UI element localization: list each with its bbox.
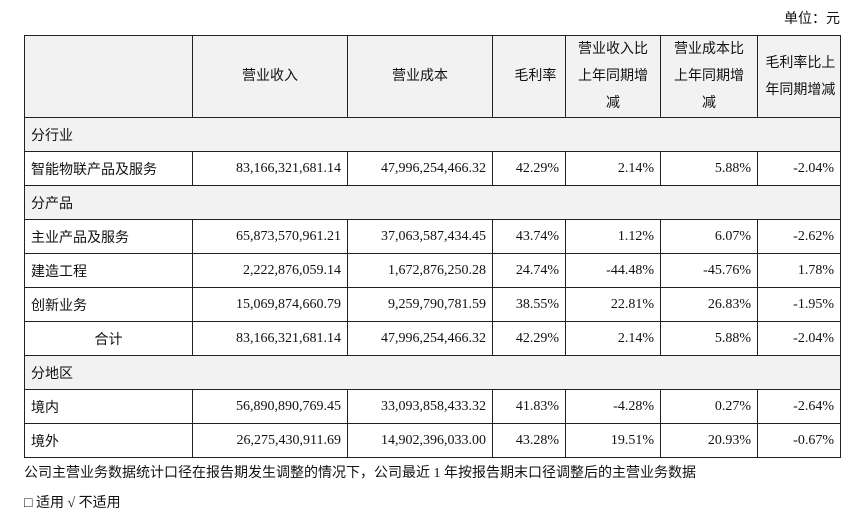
note: 公司主营业务数据统计口径在报告期发生调整的情况下，公司最近 1 年按报告期末口径…: [24, 466, 696, 481]
value-cell: 38.55%: [492, 287, 566, 322]
value-cell: 47,996,254,466.32: [347, 151, 493, 186]
value-cell: 6.07%: [660, 219, 758, 254]
value-cell: 56,890,890,769.45: [192, 389, 348, 424]
section-label: 分行业: [24, 117, 841, 152]
section-label: 分产品: [24, 185, 841, 220]
value-cell: 37,063,587,434.45: [347, 219, 493, 254]
value-cell: -0.67%: [757, 423, 841, 458]
data-row: 境外 26,275,430,911.69 14,902,396,033.00 43.2…: [24, 423, 841, 458]
value-cell: 26,275,430,911.69: [192, 423, 348, 458]
value-cell: 2.14%: [565, 151, 661, 186]
data-row: 境内 56,890,890,769.45 33,093,858,433.32 41.8…: [24, 389, 841, 424]
row-label: 合计: [24, 321, 193, 356]
value-cell: -44.48%: [565, 253, 661, 288]
section-row: 分产品: [24, 185, 841, 220]
value-cell: 42.29%: [492, 321, 566, 356]
value-cell: 33,093,858,433.32: [347, 389, 493, 424]
value-cell: -2.62%: [757, 219, 841, 254]
value-cell: -4.28%: [565, 389, 661, 424]
row-label: 主业产品及服务: [24, 219, 193, 254]
header-cell: 毛利率: [492, 35, 566, 118]
value-cell: 83,166,321,681.14: [192, 321, 348, 356]
value-cell: 43.28%: [492, 423, 566, 458]
value-cell: 14,902,396,033.00: [347, 423, 493, 458]
header-text: 毛利率比上年同期增减: [765, 55, 836, 98]
data-row: 创新业务 15,069,874,660.79 9,259,790,781.59 38.…: [24, 287, 841, 322]
header-cell: 毛利率比上年同期增减: [757, 35, 841, 118]
value-cell: 1.78%: [757, 253, 841, 288]
value-cell: 15,069,874,660.79: [192, 287, 348, 322]
data-row: 智能物联产品及服务 83,166,321,681.14 47,996,254,466…: [24, 151, 841, 186]
data-row: 建造工程 2,222,876,059.14 1,672,876,250.28 24.7…: [24, 253, 841, 288]
value-cell: 83,166,321,681.14: [192, 151, 348, 186]
value-cell: 2.14%: [565, 321, 661, 356]
section-label: 分地区: [24, 355, 841, 390]
value-cell: -45.76%: [660, 253, 758, 288]
value-cell: 22.81%: [565, 287, 661, 322]
header-cell: [24, 35, 193, 118]
header-text: 营业成本: [391, 69, 448, 84]
row-label: 创新业务: [24, 287, 193, 322]
row-label: 智能物联产品及服务: [24, 151, 193, 186]
value-cell: 47,996,254,466.32: [347, 321, 493, 356]
value-cell: 1,672,876,250.28: [347, 253, 493, 288]
data-row: 主业产品及服务 65,873,570,961.21 37,063,587,434.4…: [24, 219, 841, 254]
value-cell: 41.83%: [492, 389, 566, 424]
section-row: 分地区: [24, 355, 841, 390]
header-cell: 营业成本比上年同期增减: [660, 35, 758, 118]
header-cell: 营业收入: [192, 35, 348, 118]
value-cell: 2,222,876,059.14: [192, 253, 348, 288]
value-cell: -2.64%: [757, 389, 841, 424]
value-cell: 20.93%: [660, 423, 758, 458]
value-cell: 24.74%: [492, 253, 566, 288]
value-cell: 1.12%: [565, 219, 661, 254]
section-row: 分行业: [24, 117, 841, 152]
row-label: 境内: [24, 389, 193, 424]
value-cell: 0.27%: [660, 389, 758, 424]
value-cell: -2.04%: [757, 321, 841, 356]
header-text: 毛利率: [514, 69, 557, 84]
value-cell: 65,873,570,961.21: [192, 219, 348, 254]
value-cell: 9,259,790,781.59: [347, 287, 493, 322]
header-cell: 营业成本: [347, 35, 493, 118]
header-text: 营业收入比上年同期增减: [577, 42, 648, 111]
value-cell: 5.88%: [660, 151, 758, 186]
value-cell: 5.88%: [660, 321, 758, 356]
row-label: 境外: [24, 423, 193, 458]
header-text: 营业收入: [241, 69, 298, 84]
revenue-table: 营业收入 营业成本 毛利率 营业收入比上年同期增减 营业成本比上年同期增减 毛利率比上年同…: [24, 35, 841, 458]
value-cell: 19.51%: [565, 423, 661, 458]
value-cell: 43.74%: [492, 219, 566, 254]
options: □ 适用 √ 不适用: [24, 496, 121, 511]
value-cell: 42.29%: [492, 151, 566, 186]
row-label: 建造工程: [24, 253, 193, 288]
header-row: 营业收入 营业成本 毛利率 营业收入比上年同期增减 营业成本比上年同期增减 毛利率比上年同…: [24, 35, 841, 118]
data-row: 合计 83,166,321,681.14 47,996,254,466.32 42.2…: [24, 321, 841, 356]
value-cell: 26.83%: [660, 287, 758, 322]
unit-label: 单位：元: [784, 12, 840, 27]
value-cell: -2.04%: [757, 151, 841, 186]
header-cell: 营业收入比上年同期增减: [565, 35, 661, 118]
header-text: 营业成本比上年同期增减: [673, 42, 744, 111]
value-cell: -1.95%: [757, 287, 841, 322]
